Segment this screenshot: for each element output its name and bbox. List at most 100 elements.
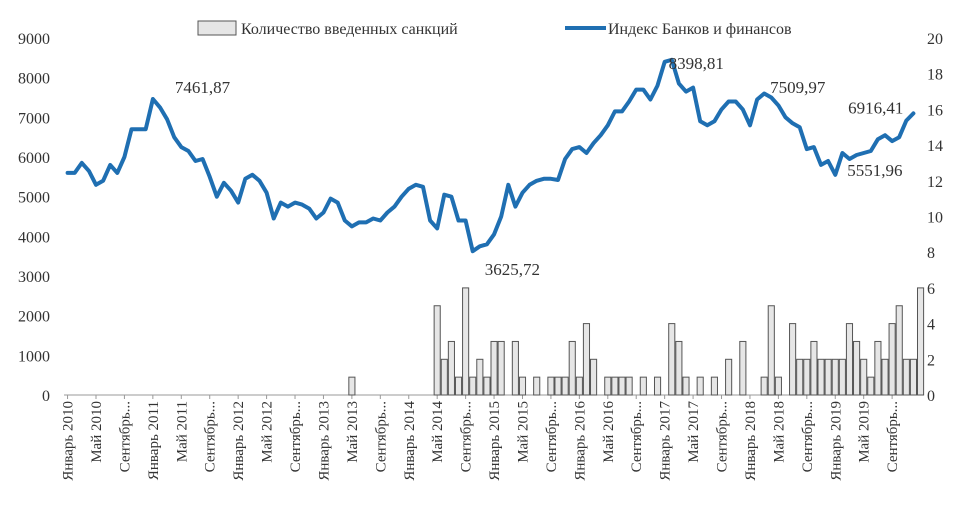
sanction-bar	[888, 323, 896, 396]
sanction-bar	[575, 376, 583, 396]
sanction-bar	[739, 340, 747, 396]
x-tick-label: Январь 2010	[61, 401, 77, 481]
x-tick-label: Январь 2015	[487, 401, 503, 481]
y-left-tick-label: 7000	[18, 110, 50, 127]
x-tick-label: Сентябрь...	[373, 401, 389, 472]
sanction-bar	[433, 305, 441, 396]
y-right-tick-label: 4	[927, 317, 935, 334]
sanction-bar	[561, 376, 569, 396]
sanction-bar	[860, 358, 868, 396]
sanction-bar	[725, 358, 733, 396]
x-tick-label: Май 2012	[260, 401, 276, 463]
x-tick-label: Январь 2012	[231, 401, 247, 481]
sanction-bar	[682, 376, 690, 396]
y-left-tick-label: 8000	[18, 71, 50, 88]
x-tick-label: Сентябрь...	[203, 401, 219, 472]
sanction-bar	[789, 323, 797, 396]
sanction-bar	[590, 358, 598, 396]
x-tick-label: Сентябрь...	[288, 401, 304, 472]
sanction-bar	[653, 376, 662, 396]
sanction-bar	[810, 340, 818, 396]
axes: 0 1000 2000 3000 4000 5000 6000 7000 8000 9000 0 2 4…	[18, 31, 943, 481]
sanction-bar	[767, 305, 775, 396]
sanction-bar	[348, 376, 356, 396]
x-tick-label: Январь 2011	[146, 401, 162, 480]
y-right-tick-label: 6	[927, 281, 935, 298]
sanction-bar	[909, 358, 918, 396]
sanction-bar	[774, 376, 782, 396]
x-tick-label: Сентябрь...	[629, 401, 645, 472]
x-tick-label: Январь 2014	[402, 401, 418, 481]
data-label: 7461,87	[175, 78, 231, 97]
y-right-tick-label: 12	[927, 174, 943, 191]
x-tick-label: Январь 2018	[743, 401, 759, 481]
index-line-group	[65, 57, 916, 254]
x-tick-label: Январь 2013	[316, 401, 332, 481]
data-label: 6916,41	[848, 99, 903, 118]
x-tick-label: Май 2010	[89, 401, 105, 463]
x-tick-label: Сентябрь...	[544, 401, 560, 472]
sanction-bar	[518, 376, 527, 396]
sanction-bar	[916, 287, 925, 396]
x-tick-label: Сентябрь...	[459, 401, 475, 472]
y-left-tick-label: 6000	[18, 150, 50, 167]
legend-line-label: Индекс Банков и финансов	[608, 21, 792, 38]
x-tick-label: Май 2014	[430, 401, 446, 463]
sanction-bar	[845, 323, 854, 396]
y-right-tick-label: 18	[927, 67, 943, 84]
x-tick-label: Январь 2017	[658, 401, 674, 481]
sanction-bar	[895, 305, 903, 396]
legend: Количество введенных санкций Индекс Банк…	[197, 20, 792, 38]
sanction-bar	[533, 376, 541, 396]
sanction-bar	[547, 376, 555, 396]
sanction-bar	[469, 376, 477, 396]
sanction-bar	[625, 376, 633, 396]
x-tick-label: Сентябрь...	[800, 401, 816, 472]
sanction-bar	[831, 358, 839, 396]
y-left-tick-label: 0	[42, 388, 50, 405]
x-tick-label: Сентябрь...	[117, 401, 133, 472]
y-right-tick-label: 0	[927, 388, 935, 405]
sanction-bar	[710, 376, 718, 396]
sanction-bar	[447, 340, 455, 396]
x-tick-label: Май 2016	[601, 401, 617, 463]
x-tick-label: Май 2019	[857, 401, 873, 463]
legend-bar-label: Количество введенных санкций	[241, 21, 458, 38]
x-tick-label: Сентябрь...	[885, 401, 901, 472]
sanction-bar	[853, 340, 861, 396]
sanction-bar	[874, 340, 882, 396]
sanction-bar	[554, 376, 562, 396]
data-label: 3625,72	[485, 260, 540, 279]
y-right-tick-label: 8	[927, 245, 935, 262]
x-tick-label: Январь 2019	[828, 401, 844, 481]
y-left-tick-label: 1000	[18, 348, 50, 365]
sanction-bar	[675, 340, 683, 396]
sanction-bar	[824, 358, 832, 396]
sanction-bar	[618, 376, 626, 396]
y-right-tick-label: 20	[927, 31, 943, 48]
sanction-bar	[511, 340, 519, 396]
x-tick-label: Май 2018	[771, 401, 787, 463]
sanction-bar	[668, 323, 676, 396]
sanction-bar	[611, 376, 619, 396]
sanction-bar	[796, 358, 804, 396]
sanction-bar	[803, 358, 811, 396]
y-right-tick-label: 2	[927, 352, 935, 369]
x-tick-label: Май 2017	[686, 401, 702, 463]
sanction-bar	[881, 358, 889, 396]
annotations: 7461,87 3625,72 8398,81 7509,97 5551,96 6916,…	[175, 54, 903, 279]
sanction-bar	[902, 358, 910, 396]
x-tick-label: Сентябрь...	[715, 401, 731, 472]
data-label: 8398,81	[669, 54, 724, 73]
sanction-bar	[604, 376, 612, 396]
x-tick-label: Май 2013	[345, 401, 361, 463]
sanction-bar	[483, 376, 491, 396]
sanction-bar	[817, 358, 825, 396]
sanction-bar	[568, 340, 576, 396]
sanction-bar	[497, 340, 505, 396]
x-tick-label: Май 2011	[174, 401, 190, 462]
y-left-tick-label: 5000	[18, 190, 50, 207]
sanction-bar	[582, 323, 591, 396]
data-label: 7509,97	[770, 78, 826, 97]
